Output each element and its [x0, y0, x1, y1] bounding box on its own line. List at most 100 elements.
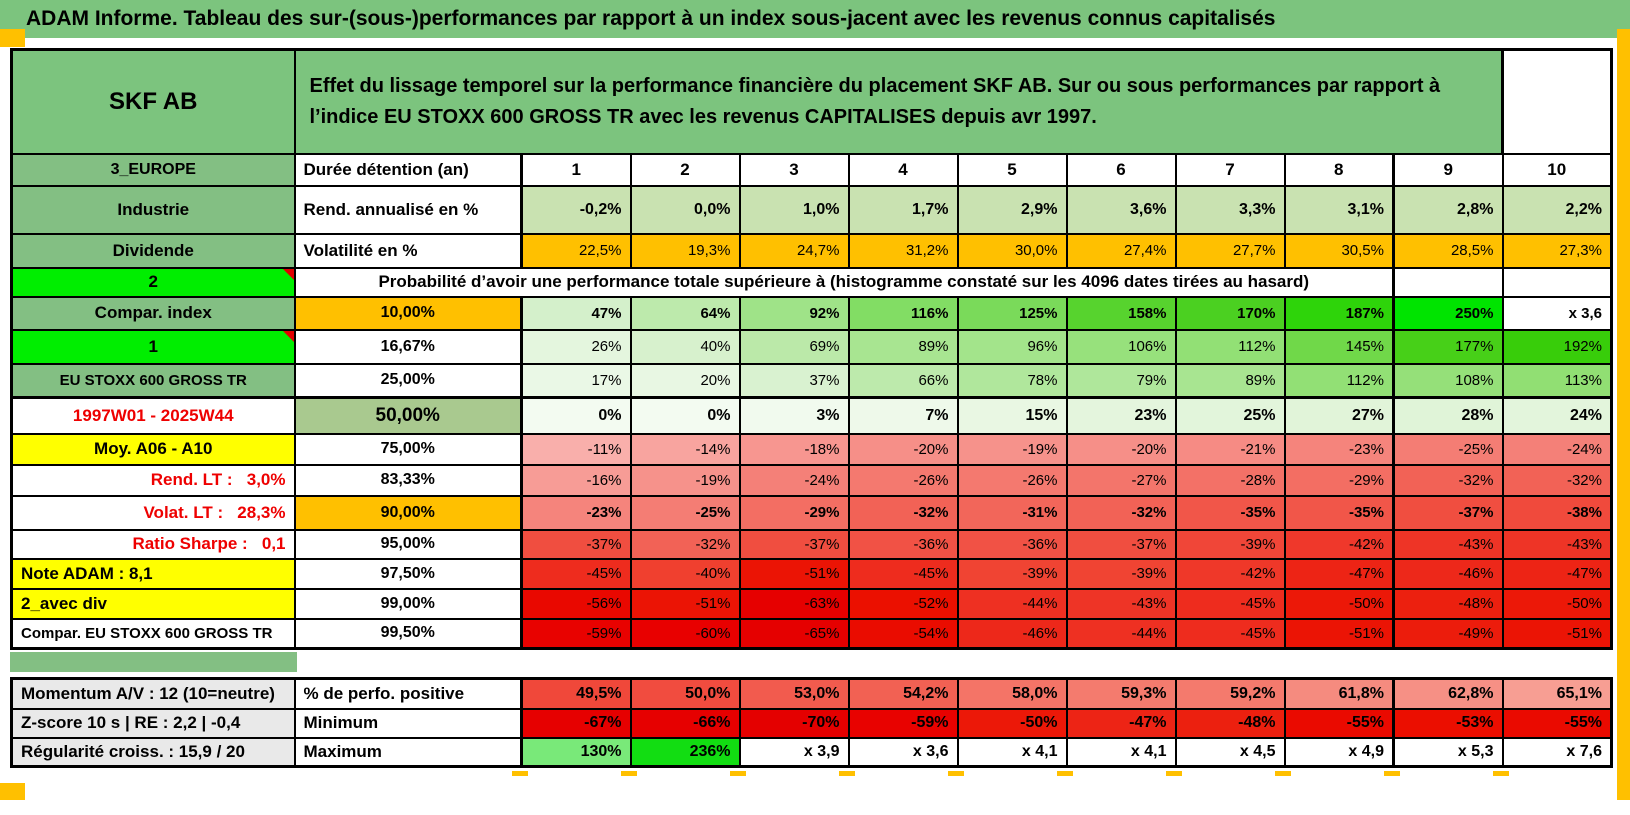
p10-c5[interactable]: 125% [956, 295, 1068, 331]
rend-label[interactable]: Industrie [10, 184, 296, 235]
p995-c2[interactable]: -60% [629, 617, 741, 650]
p995-c3[interactable]: -65% [738, 617, 850, 650]
p25-c6[interactable]: 79% [1065, 362, 1177, 399]
p975-c8[interactable]: -47% [1283, 557, 1395, 590]
p10-metric[interactable]: 10,00% [293, 295, 523, 331]
rend-c1[interactable]: -0,2% [520, 184, 632, 235]
minimum-c8[interactable]: -55% [1283, 707, 1395, 739]
perfo-c7[interactable]: 59,2% [1174, 677, 1286, 710]
p83-c10[interactable]: -32% [1501, 463, 1613, 497]
p10-c10[interactable]: x 3,6 [1501, 295, 1613, 331]
p16-c8[interactable]: 145% [1283, 328, 1395, 365]
volat-c4[interactable]: 31,2% [847, 232, 959, 269]
p995-c9[interactable]: -49% [1392, 617, 1504, 650]
maximum-c4[interactable]: x 3,6 [847, 736, 959, 768]
p90-c8[interactable]: -35% [1283, 494, 1395, 531]
p50-c4[interactable]: 7% [847, 396, 959, 435]
maximum-c10[interactable]: x 7,6 [1501, 736, 1613, 768]
duree-c4[interactable]: 4 [847, 152, 959, 187]
p25-c1[interactable]: 17% [520, 362, 632, 399]
p75-c7[interactable]: -21% [1174, 432, 1286, 466]
duree-c1[interactable]: 1 [520, 152, 632, 187]
perfo-c9[interactable]: 62,8% [1392, 677, 1504, 710]
volat-c5[interactable]: 30,0% [956, 232, 1068, 269]
p25-c8[interactable]: 112% [1283, 362, 1395, 399]
volat-c8[interactable]: 30,5% [1283, 232, 1395, 269]
p75-metric[interactable]: 75,00% [293, 432, 523, 466]
p10-c2[interactable]: 64% [629, 295, 741, 331]
p90-c3[interactable]: -29% [738, 494, 850, 531]
maximum-metric[interactable]: Maximum [293, 736, 523, 768]
p75-c2[interactable]: -14% [629, 432, 741, 466]
perfo-label[interactable]: Momentum A/V : 12 (10=neutre) [10, 677, 296, 710]
volat-c9[interactable]: 28,5% [1392, 232, 1504, 269]
volat-c7[interactable]: 27,7% [1174, 232, 1286, 269]
p975-c3[interactable]: -51% [738, 557, 850, 590]
p83-c5[interactable]: -26% [956, 463, 1068, 497]
p16-c10[interactable]: 192% [1501, 328, 1613, 365]
perfo-c8[interactable]: 61,8% [1283, 677, 1395, 710]
p90-metric[interactable]: 90,00% [293, 494, 523, 531]
p975-c7[interactable]: -42% [1174, 557, 1286, 590]
p10-c8[interactable]: 187% [1283, 295, 1395, 331]
duree-metric[interactable]: Durée détention (an) [293, 152, 523, 187]
duree-c2[interactable]: 2 [629, 152, 741, 187]
p90-c9[interactable]: -37% [1392, 494, 1504, 531]
rend-c9[interactable]: 2,8% [1392, 184, 1504, 235]
p10-c9[interactable]: 250% [1392, 295, 1504, 331]
p75-c3[interactable]: -18% [738, 432, 850, 466]
p16-c6[interactable]: 106% [1065, 328, 1177, 365]
volat-c6[interactable]: 27,4% [1065, 232, 1177, 269]
p75-c9[interactable]: -25% [1392, 432, 1504, 466]
p90-c1[interactable]: -23% [520, 494, 632, 531]
p50-metric[interactable]: 50,00% [293, 396, 523, 435]
p90-c10[interactable]: -38% [1501, 494, 1613, 531]
p75-c10[interactable]: -24% [1501, 432, 1613, 466]
rend-c5[interactable]: 2,9% [956, 184, 1068, 235]
maximum-c2[interactable]: 236% [629, 736, 741, 768]
p995-metric[interactable]: 99,50% [293, 617, 523, 650]
p10-c4[interactable]: 116% [847, 295, 959, 331]
p75-c1[interactable]: -11% [520, 432, 632, 466]
minimum-c3[interactable]: -70% [738, 707, 850, 739]
p99-c2[interactable]: -51% [629, 587, 741, 620]
p10-label[interactable]: Compar. index [10, 295, 296, 331]
minimum-c5[interactable]: -50% [956, 707, 1068, 739]
p995-c4[interactable]: -54% [847, 617, 959, 650]
prob-metric[interactable]: Probabilité d’avoir une performance tota… [293, 266, 1395, 298]
p83-c7[interactable]: -28% [1174, 463, 1286, 497]
p95-metric[interactable]: 95,00% [293, 528, 523, 560]
rend-c6[interactable]: 3,6% [1065, 184, 1177, 235]
p90-c4[interactable]: -32% [847, 494, 959, 531]
p95-c1[interactable]: -37% [520, 528, 632, 560]
p50-c5[interactable]: 15% [956, 396, 1068, 435]
p99-c8[interactable]: -50% [1283, 587, 1395, 620]
minimum-metric[interactable]: Minimum [293, 707, 523, 739]
p83-c4[interactable]: -26% [847, 463, 959, 497]
minimum-c2[interactable]: -66% [629, 707, 741, 739]
p75-c5[interactable]: -19% [956, 432, 1068, 466]
p25-c10[interactable]: 113% [1501, 362, 1613, 399]
minimum-c4[interactable]: -59% [847, 707, 959, 739]
p16-c9[interactable]: 177% [1392, 328, 1504, 365]
p995-c8[interactable]: -51% [1283, 617, 1395, 650]
p99-c3[interactable]: -63% [738, 587, 850, 620]
minimum-label[interactable]: Z-score 10 s | RE : 2,2 | -0,4 [10, 707, 296, 739]
rend-c10[interactable]: 2,2% [1501, 184, 1613, 235]
minimum-c1[interactable]: -67% [520, 707, 632, 739]
p16-c3[interactable]: 69% [738, 328, 850, 365]
p16-c2[interactable]: 40% [629, 328, 741, 365]
p75-c8[interactable]: -23% [1283, 432, 1395, 466]
p975-c5[interactable]: -39% [956, 557, 1068, 590]
p83-c1[interactable]: -16% [520, 463, 632, 497]
p25-c7[interactable]: 89% [1174, 362, 1286, 399]
rend-c3[interactable]: 1,0% [738, 184, 850, 235]
p10-c3[interactable]: 92% [738, 295, 850, 331]
maximum-c8[interactable]: x 4,9 [1283, 736, 1395, 768]
maximum-c6[interactable]: x 4,1 [1065, 736, 1177, 768]
maximum-c3[interactable]: x 3,9 [738, 736, 850, 768]
p95-c8[interactable]: -42% [1283, 528, 1395, 560]
p50-c10[interactable]: 24% [1501, 396, 1613, 435]
duree-c8[interactable]: 8 [1283, 152, 1395, 187]
p50-c6[interactable]: 23% [1065, 396, 1177, 435]
